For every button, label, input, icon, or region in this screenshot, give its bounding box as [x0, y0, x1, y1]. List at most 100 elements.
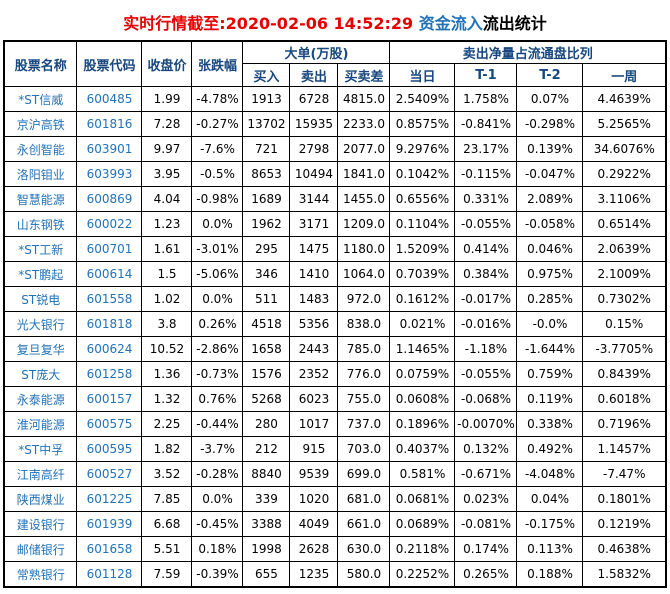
stock-code-cell[interactable]: 601658 — [76, 536, 143, 562]
stock-name-cell[interactable]: ST锐电 — [3, 286, 78, 312]
table-row[interactable]: 永泰能源 600157 1.32 0.76% 5268 6023 755.0 0.0608% -… — [3, 386, 667, 412]
header-t-minus-1[interactable]: T-1 — [454, 63, 518, 87]
change-pct-cell: -0.28% — [191, 461, 244, 487]
stock-code-cell[interactable]: 600485 — [76, 86, 143, 112]
stock-name-cell[interactable]: 邮储银行 — [3, 536, 78, 562]
stock-code-cell[interactable]: 603901 — [76, 136, 143, 162]
title-inflow-link[interactable]: 资金流入 — [413, 14, 483, 33]
stock-code-cell[interactable]: 600701 — [76, 236, 143, 262]
table-row[interactable]: 江南高纤 600527 3.52 -0.28% 8840 9539 699.0 0.581% -… — [3, 461, 667, 487]
header-stock-code[interactable]: 股票代码 — [76, 40, 143, 87]
stock-name-cell[interactable]: *ST中孚 — [3, 436, 78, 462]
table-header: 股票名称 股票代码 收盘价 张跌幅 大单(万股) 卖出净量占流通盘比列 买入 卖… — [3, 40, 667, 87]
today-cell: 0.0608% — [389, 386, 456, 412]
change-pct-cell: -0.39% — [191, 561, 244, 588]
today-cell: 1.5209% — [389, 236, 456, 262]
t-minus-2-cell: 0.07% — [516, 86, 584, 112]
stock-name-cell[interactable]: 光大银行 — [3, 311, 78, 337]
week-cell: 4.4639% — [582, 86, 667, 112]
stock-code-cell[interactable]: 600614 — [76, 261, 143, 287]
stock-code-cell[interactable]: 601128 — [76, 561, 143, 588]
table-row[interactable]: 永创智能 603901 9.97 -7.6% 721 2798 2077.0 9.2976% 2… — [3, 136, 667, 162]
table-row[interactable]: 京沪高铁 601816 7.28 -0.27% 13702 15935 2233.0 0.85… — [3, 111, 667, 137]
stock-name-cell[interactable]: 洛阳钼业 — [3, 161, 78, 187]
table-row[interactable]: ST锐电 601558 1.02 0.0% 511 1483 972.0 0.1612% -0.… — [3, 286, 667, 312]
stock-code-cell[interactable]: 603993 — [76, 161, 143, 187]
stock-name-cell[interactable]: 淮河能源 — [3, 411, 78, 437]
today-cell: 0.1896% — [389, 411, 456, 437]
table-row[interactable]: 常熟银行 601128 7.59 -0.39% 655 1235 580.0 0.2252% 0… — [3, 561, 667, 588]
stock-name-cell[interactable]: 永泰能源 — [3, 386, 78, 412]
table-row[interactable]: 复旦复华 600624 10.52 -2.86% 1658 2443 785.0 1.1465… — [3, 336, 667, 362]
header-sell[interactable]: 卖出 — [289, 63, 339, 87]
close-price-cell: 3.95 — [141, 161, 193, 187]
table-row[interactable]: 光大银行 601818 3.8 0.26% 4518 5356 838.0 0.021% -0.… — [3, 311, 667, 337]
stock-name-cell[interactable]: 江南高纤 — [3, 461, 78, 487]
stock-name-cell[interactable]: *ST工新 — [3, 236, 78, 262]
stock-name-cell[interactable]: 复旦复华 — [3, 336, 78, 362]
header-close-price[interactable]: 收盘价 — [141, 40, 193, 87]
stock-name-cell[interactable]: *ST信威 — [3, 86, 78, 112]
stock-name-cell[interactable]: *ST鹏起 — [3, 261, 78, 287]
today-cell: 9.2976% — [389, 136, 456, 162]
table-row[interactable]: *ST工新 600701 1.61 -3.01% 295 1475 1180.0 1.5209… — [3, 236, 667, 262]
sell-cell: 6023 — [289, 386, 339, 412]
header-today[interactable]: 当日 — [389, 63, 456, 87]
stock-code-cell[interactable]: 600022 — [76, 211, 143, 237]
stock-name-cell[interactable]: 京沪高铁 — [3, 111, 78, 137]
header-buy-sell-diff[interactable]: 买卖差 — [337, 63, 391, 87]
stock-code-cell[interactable]: 600575 — [76, 411, 143, 437]
stock-code-cell[interactable]: 601818 — [76, 311, 143, 337]
buy-sell-diff-cell: 737.0 — [337, 411, 391, 437]
stock-code-cell[interactable]: 600527 — [76, 461, 143, 487]
stock-code-cell[interactable]: 600157 — [76, 386, 143, 412]
header-group-net-sell: 卖出净量占流通盘比列 — [389, 40, 667, 64]
stock-code-cell[interactable]: 600624 — [76, 336, 143, 362]
sell-cell: 15935 — [289, 111, 339, 137]
stock-name-cell[interactable]: 陕西煤业 — [3, 486, 78, 512]
stock-name-cell[interactable]: 建设银行 — [3, 511, 78, 537]
buy-cell: 3388 — [242, 511, 291, 537]
header-stock-name[interactable]: 股票名称 — [3, 40, 78, 87]
t-minus-1-cell: 0.414% — [454, 236, 518, 262]
table-row[interactable]: ST庞大 601258 1.36 -0.73% 1576 2352 776.0 0.0759%… — [3, 361, 667, 387]
stock-code-cell[interactable]: 601225 — [76, 486, 143, 512]
today-cell: 1.1465% — [389, 336, 456, 362]
table-row[interactable]: 邮储银行 601658 5.51 0.18% 1998 2628 630.0 0.2118% 0… — [3, 536, 667, 562]
table-row[interactable]: *ST中孚 600595 1.82 -3.7% 212 915 703.0 0.4037% 0.… — [3, 436, 667, 462]
stock-code-cell[interactable]: 601939 — [76, 511, 143, 537]
stock-name-cell[interactable]: 智慧能源 — [3, 186, 78, 212]
stock-code-cell[interactable]: 600595 — [76, 436, 143, 462]
table-row[interactable]: 陕西煤业 601225 7.85 0.0% 339 1020 681.0 0.0681% 0.0… — [3, 486, 667, 512]
week-cell: -3.7705% — [582, 336, 667, 362]
table-row[interactable]: 智慧能源 600869 4.04 -0.98% 1689 3144 1455.0 0.6556… — [3, 186, 667, 212]
header-buy[interactable]: 买入 — [242, 63, 291, 87]
close-price-cell: 10.52 — [141, 336, 193, 362]
stock-name-cell[interactable]: 永创智能 — [3, 136, 78, 162]
table-row[interactable]: *ST信威 600485 1.99 -4.78% 1913 6728 4815.0 2.540… — [3, 86, 667, 112]
stock-code-cell[interactable]: 601258 — [76, 361, 143, 387]
header-t-minus-2[interactable]: T-2 — [516, 63, 584, 87]
stock-code-cell[interactable]: 601558 — [76, 286, 143, 312]
today-cell: 0.581% — [389, 461, 456, 487]
stock-name-cell[interactable]: 山东钢铁 — [3, 211, 78, 237]
close-price-cell: 7.28 — [141, 111, 193, 137]
table-row[interactable]: 淮河能源 600575 2.25 -0.44% 280 1017 737.0 0.1896% -… — [3, 411, 667, 437]
t-minus-1-cell: 0.384% — [454, 261, 518, 287]
t-minus-2-cell: -0.298% — [516, 111, 584, 137]
stock-name-cell[interactable]: ST庞大 — [3, 361, 78, 387]
table-row[interactable]: 建设银行 601939 6.68 -0.45% 3388 4049 661.0 0.0689%… — [3, 511, 667, 537]
table-row[interactable]: 洛阳钼业 603993 3.95 -0.5% 8653 10494 1841.0 0.1042… — [3, 161, 667, 187]
header-change-pct[interactable]: 张跌幅 — [191, 40, 244, 87]
table-row[interactable]: 山东钢铁 600022 1.23 0.0% 1962 3171 1209.0 0.1104% -… — [3, 211, 667, 237]
week-cell: 0.1219% — [582, 511, 667, 537]
t-minus-2-cell: 0.188% — [516, 561, 584, 588]
stock-name-cell[interactable]: 常熟银行 — [3, 561, 78, 588]
stock-code-cell[interactable]: 601816 — [76, 111, 143, 137]
buy-sell-diff-cell: 681.0 — [337, 486, 391, 512]
header-week[interactable]: 一周 — [582, 63, 667, 87]
stock-code-cell[interactable]: 600869 — [76, 186, 143, 212]
table-row[interactable]: *ST鹏起 600614 1.5 -5.06% 346 1410 1064.0 0.7039%… — [3, 261, 667, 287]
t-minus-2-cell: 0.139% — [516, 136, 584, 162]
buy-cell: 212 — [242, 436, 291, 462]
